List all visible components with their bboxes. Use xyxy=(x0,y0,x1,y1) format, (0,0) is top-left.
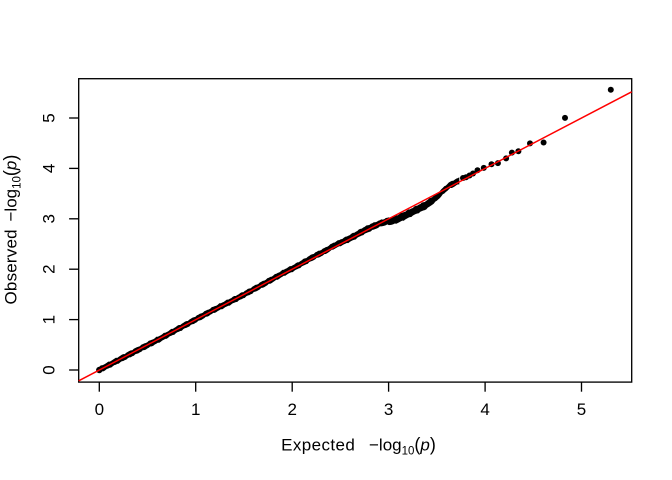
svg-text:3: 3 xyxy=(40,214,59,223)
svg-text:−log10(p): −log10(p) xyxy=(369,434,436,457)
svg-text:1: 1 xyxy=(191,400,200,419)
svg-text:4: 4 xyxy=(480,400,489,419)
svg-text:4: 4 xyxy=(40,164,59,173)
svg-text:−log10(p): −log10(p) xyxy=(1,155,24,222)
svg-text:2: 2 xyxy=(287,400,296,419)
svg-text:Expected: Expected xyxy=(281,435,355,454)
svg-text:2: 2 xyxy=(40,264,59,273)
svg-text:5: 5 xyxy=(40,113,59,122)
svg-text:Observed: Observed xyxy=(2,229,21,304)
svg-text:0: 0 xyxy=(95,400,104,419)
svg-text:3: 3 xyxy=(384,400,393,419)
svg-text:5: 5 xyxy=(577,400,586,419)
svg-text:1: 1 xyxy=(40,315,59,324)
svg-text:0: 0 xyxy=(40,365,59,374)
